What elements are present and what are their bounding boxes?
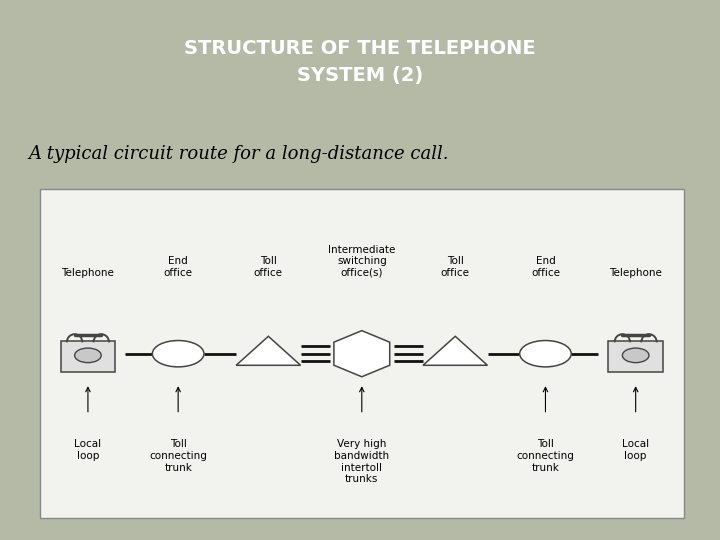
Text: Local
loop: Local loop xyxy=(622,440,649,461)
Circle shape xyxy=(153,341,204,367)
Text: Telephone: Telephone xyxy=(61,268,114,278)
Polygon shape xyxy=(334,330,390,377)
Text: Telephone: Telephone xyxy=(609,268,662,278)
FancyBboxPatch shape xyxy=(608,341,663,372)
Text: Intermediate
switching
office(s): Intermediate switching office(s) xyxy=(328,245,395,278)
Polygon shape xyxy=(236,336,300,365)
Circle shape xyxy=(520,341,571,367)
Text: End
office: End office xyxy=(531,256,560,278)
Ellipse shape xyxy=(622,348,649,363)
Text: Toll
connecting
trunk: Toll connecting trunk xyxy=(149,440,207,472)
FancyBboxPatch shape xyxy=(60,341,115,372)
Text: Toll
connecting
trunk: Toll connecting trunk xyxy=(516,440,575,472)
Text: Local
loop: Local loop xyxy=(74,440,102,461)
Text: Toll
office: Toll office xyxy=(441,256,469,278)
Text: Very high
bandwidth
intertoll
trunks: Very high bandwidth intertoll trunks xyxy=(334,440,390,484)
Text: A typical circuit route for a long-distance call.: A typical circuit route for a long-dista… xyxy=(29,145,449,163)
Text: End
office: End office xyxy=(163,256,193,278)
Text: STRUCTURE OF THE TELEPHONE
SYSTEM (2): STRUCTURE OF THE TELEPHONE SYSTEM (2) xyxy=(184,39,536,85)
Polygon shape xyxy=(423,336,487,365)
Text: Toll
office: Toll office xyxy=(254,256,283,278)
Ellipse shape xyxy=(75,348,102,363)
